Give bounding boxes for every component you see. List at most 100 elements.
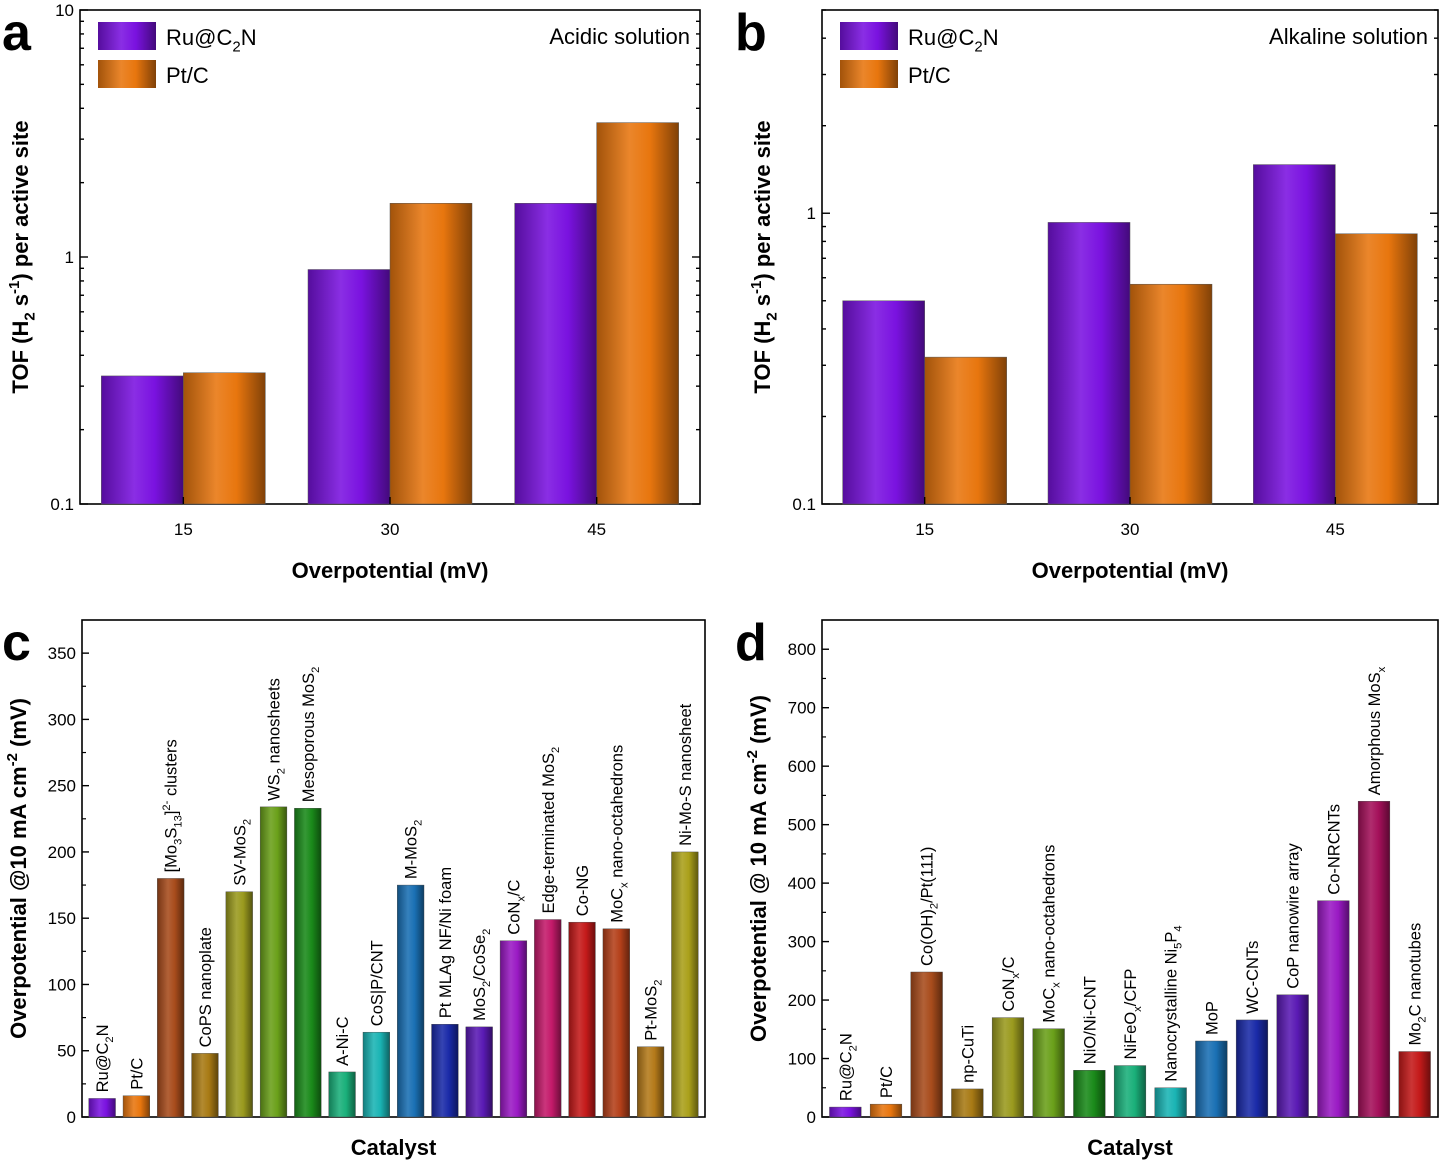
y-tick-label: 300 <box>788 933 816 952</box>
y-tick-label: 50 <box>57 1042 76 1061</box>
y-tick-label: 300 <box>48 710 76 729</box>
y-tick-label: 500 <box>788 816 816 835</box>
bar-ptc-30 <box>389 203 473 505</box>
y-tick-label: 100 <box>48 975 76 994</box>
panel-d-chart: 0 100 200 300 400 500 600 700 800 Ru@C2N Pt/C Co(OH… <box>744 619 1439 1160</box>
catalyst-label: Mo2C nanotubes <box>1407 923 1429 1046</box>
catalyst-label: np-CuTi <box>959 1025 977 1083</box>
catalyst-bar <box>637 1046 665 1118</box>
catalyst-label: CoNx/C <box>1000 956 1022 1011</box>
catalyst-bar <box>1235 1019 1269 1118</box>
bar-ruc2n-30 <box>1047 222 1131 505</box>
catalyst-label: CoS|P/CNT <box>368 940 386 1026</box>
catalyst-bar <box>951 1088 984 1118</box>
catalyst-label: Ru@C2N <box>837 1033 859 1101</box>
catalyst-bar <box>259 806 288 1118</box>
catalyst-bar <box>1113 1065 1147 1118</box>
x-axis-title: Catalyst <box>351 1135 437 1160</box>
y-axis-title: Overpotential @10 mA cm-2 (mV) <box>4 698 31 1039</box>
x-tick-label: 45 <box>587 520 606 539</box>
y-tick-label: 0 <box>67 1108 76 1127</box>
y-axis-title: TOF (H2 s-1) per active site <box>6 120 39 393</box>
y-tick-label: 10 <box>55 1 74 20</box>
solution-note: Alkaline solution <box>1269 24 1428 49</box>
catalyst-label: CoNx/C <box>506 880 528 935</box>
legend-swatch <box>840 60 898 88</box>
catalyst-label: Mesoporous MoS2 <box>300 667 322 803</box>
panel-b-chart: 0.1 1 15 30 45 Overpotential (mV) TOF (H2 s-1)… <box>748 9 1439 583</box>
catalyst-label: Pt/C <box>878 1066 896 1098</box>
catalyst-bar <box>465 1026 493 1118</box>
y-tick-label: 0.1 <box>50 495 74 514</box>
y-tick-label: 800 <box>788 640 816 659</box>
catalyst-label: NiFeOx/CFP <box>1122 969 1144 1060</box>
bar-ptc-45 <box>1335 233 1418 505</box>
solution-note: Acidic solution <box>549 24 690 49</box>
panel-a-chart: 0.1 1 10 15 30 45 Overpotential (mV) TOF (H2 s-… <box>6 1 701 583</box>
y-tick-label: 600 <box>788 757 816 776</box>
catalyst-label: Ru@C2N <box>94 1024 116 1092</box>
catalyst-bar <box>1317 900 1350 1118</box>
panel-label-b: b <box>735 4 767 62</box>
catalyst-bar <box>829 1106 862 1118</box>
catalyst-bar <box>671 851 699 1118</box>
bar-ptc-45 <box>596 122 679 505</box>
y-tick-label: 100 <box>788 1050 816 1069</box>
bar-ruc2n-15 <box>101 375 184 505</box>
catalyst-label: A-Ni-C <box>334 1016 352 1066</box>
catalyst-bar <box>225 891 253 1118</box>
y-tick-label: 400 <box>788 874 816 893</box>
catalyst-label: Amorphous MoSx <box>1366 666 1388 795</box>
catalyst-bar <box>1154 1087 1187 1118</box>
panel-label-a: a <box>2 4 32 62</box>
catalyst-label: MoCx nano-octahedrons <box>608 745 630 923</box>
catalyst-bar <box>191 1053 219 1118</box>
catalyst-bar <box>362 1031 390 1118</box>
y-tick-label: 200 <box>788 991 816 1010</box>
catalyst-bar <box>431 1024 459 1118</box>
bar-ruc2n-45 <box>1253 164 1336 505</box>
x-axis-title: Catalyst <box>1087 1135 1173 1160</box>
x-tick-label: 15 <box>174 520 193 539</box>
catalyst-label: Edge-terminated MoS2 <box>540 747 562 914</box>
x-axis-title: Overpotential (mV) <box>1032 558 1229 583</box>
panel-label-d: d <box>735 614 767 672</box>
legend-swatch <box>98 22 156 50</box>
catalyst-bar <box>122 1095 150 1118</box>
catalyst-bar <box>1398 1051 1431 1118</box>
y-tick-label: 1 <box>807 204 816 223</box>
bar-ptc-30 <box>1129 283 1213 505</box>
legend-label: Ru@C2N <box>166 25 257 56</box>
legend-label: Pt/C <box>908 63 951 88</box>
catalyst-bar <box>157 878 185 1118</box>
y-tick-label: 250 <box>48 777 76 796</box>
y-tick-label: 1 <box>65 248 74 267</box>
bar-ruc2n-30 <box>307 269 391 505</box>
y-tick-label: 0.1 <box>792 495 816 514</box>
catalyst-bar <box>1032 1028 1065 1118</box>
catalyst-bar <box>397 884 425 1118</box>
y-tick-label: 700 <box>788 699 816 718</box>
catalyst-label: Ni-Mo-S nanosheet <box>677 703 695 846</box>
catalyst-bar <box>602 928 630 1118</box>
catalyst-label: [Mo3S13]2- clusters <box>161 739 185 872</box>
bar-ruc2n-15 <box>842 300 925 505</box>
catalyst-label: Pt MLAg NF/Ni foam <box>437 867 455 1018</box>
x-tick-label: 30 <box>1121 520 1140 539</box>
bar-ptc-15 <box>924 356 1007 505</box>
catalyst-label: MoCx nano-octahedrons <box>1041 845 1063 1023</box>
catalyst-bar <box>991 1017 1025 1118</box>
catalyst-label: MoS2/CoSe2 <box>471 929 493 1021</box>
catalyst-label: CoPS nanoplate <box>197 927 215 1047</box>
y-axis-title: Overpotential @ 10 mA cm-2 (mV) <box>744 695 771 1042</box>
y-tick-label: 200 <box>48 843 76 862</box>
x-tick-label: 45 <box>1326 520 1345 539</box>
bar-ruc2n-45 <box>514 203 597 505</box>
plot-frame <box>81 619 706 1118</box>
catalyst-label: Co(OH)2/Pt(111) <box>919 847 941 966</box>
catalyst-bar <box>88 1098 116 1118</box>
catalyst-bar <box>568 921 596 1118</box>
catalyst-label: WS2 nanosheets <box>266 678 288 801</box>
catalyst-bar <box>1276 994 1309 1118</box>
